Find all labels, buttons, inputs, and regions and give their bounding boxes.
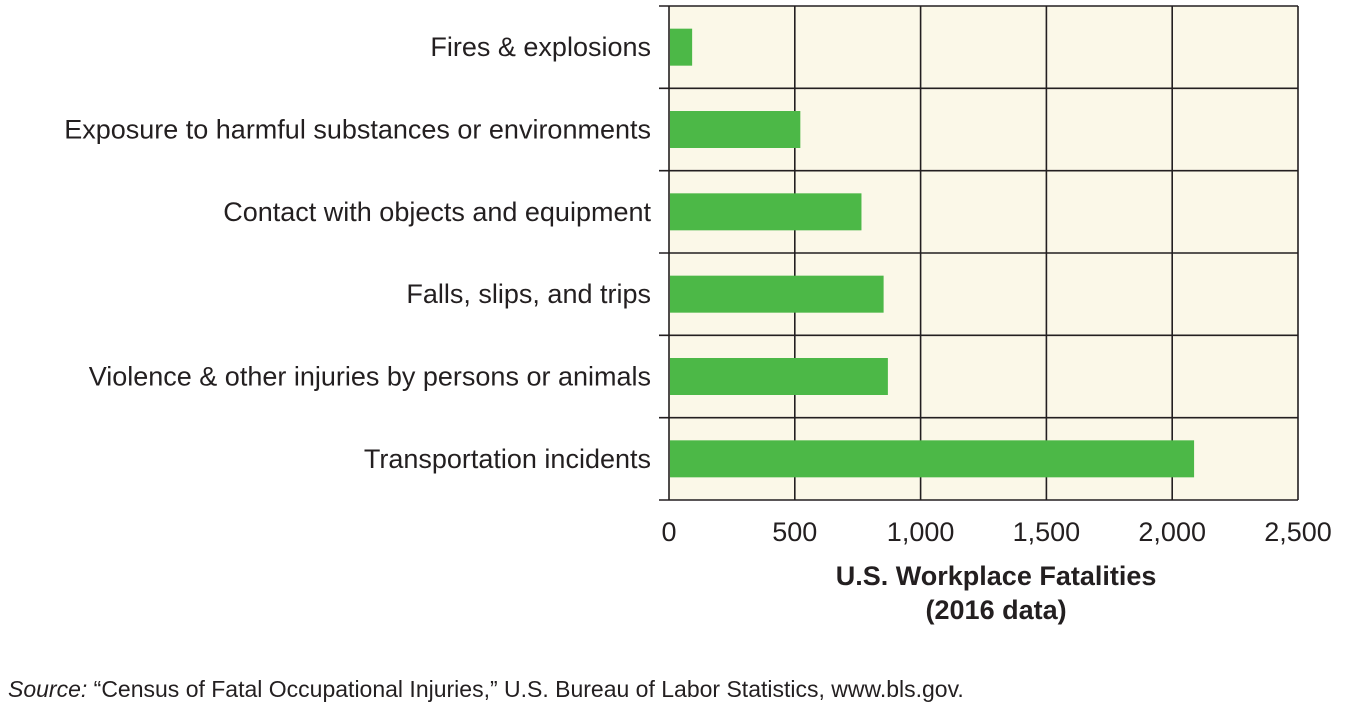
category-label-2: Contact with objects and equipment — [223, 197, 651, 227]
category-label-5: Transportation incidents — [364, 444, 651, 474]
x-tick-label-0: 0 — [661, 517, 676, 547]
bar-0 — [670, 28, 693, 66]
x-tick-label-5: 2,500 — [1264, 517, 1332, 547]
category-labels: Fires & explosions Exposure to harmful su… — [64, 32, 651, 474]
bar-2 — [670, 193, 862, 231]
grid-lines — [659, 5, 1299, 501]
bar-4 — [670, 358, 888, 395]
x-axis-title-line-1: U.S. Workplace Fatalities — [836, 561, 1157, 591]
source-prefix: Source: — [8, 676, 88, 702]
bar-chart: Fires & explosions Exposure to harmful su… — [64, 5, 1332, 625]
category-label-1: Exposure to harmful substances or enviro… — [64, 115, 651, 145]
bar-1 — [670, 111, 801, 148]
x-tick-label-4: 2,000 — [1138, 517, 1206, 547]
x-tick-label-3: 1,500 — [1013, 517, 1081, 547]
bars — [670, 28, 1195, 478]
x-axis-ticks: 0 500 1,000 1,500 2,000 2,500 — [661, 517, 1331, 547]
x-tick-label-2: 1,000 — [887, 517, 955, 547]
x-axis-title-line-2: (2016 data) — [926, 595, 1067, 625]
category-label-4: Violence & other injuries by persons or … — [89, 362, 651, 392]
bar-5 — [670, 440, 1195, 478]
category-label-3: Falls, slips, and trips — [406, 279, 651, 309]
source-text: “Census of Fatal Occupational Injuries,”… — [87, 676, 964, 702]
bar-3 — [670, 275, 884, 313]
category-label-0: Fires & explosions — [430, 32, 651, 62]
x-tick-label-1: 500 — [772, 517, 817, 547]
source-note: Source: “Census of Fatal Occupational In… — [8, 676, 964, 703]
